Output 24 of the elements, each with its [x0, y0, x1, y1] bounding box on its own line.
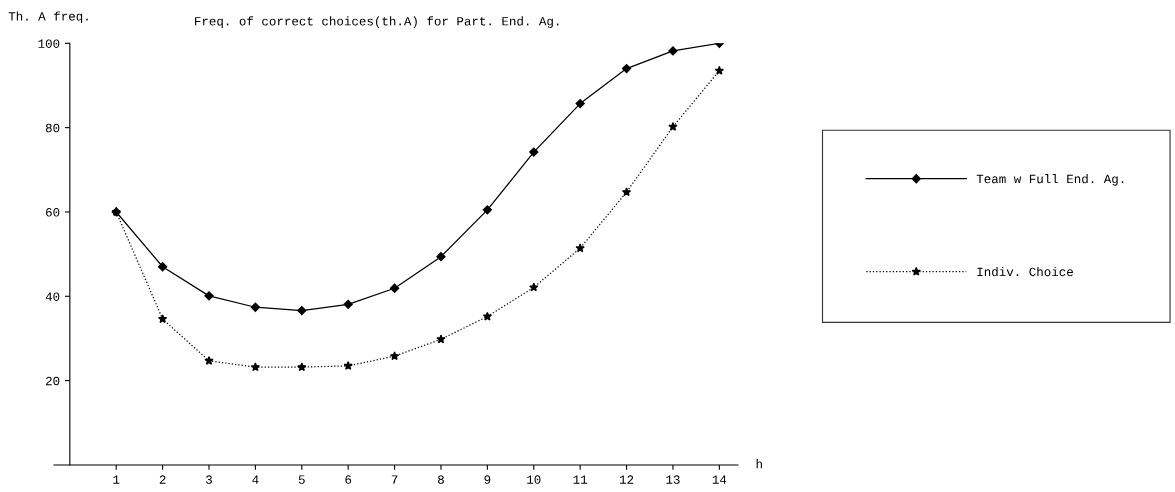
- chart-title: Freq. of correct choices(th.A) for Part. End. Ag.: [195, 16, 559, 28]
- y-tick-label: 60: [46, 208, 60, 217]
- text: Team w Full End. Ag.: [976, 174, 1124, 186]
- x-tick-label: 12: [619, 475, 634, 484]
- y-axis-title: Th. A freq.: [8, 11, 88, 24]
- y-tick-label: 20: [45, 376, 60, 386]
- x-tick-label: 9: [484, 475, 491, 484]
- x-tick-label: 7: [391, 475, 398, 484]
- y-tick-label: 100: [38, 39, 60, 48]
- x-tick-label: 3: [206, 475, 212, 484]
- text: Indiv. Choice: [977, 266, 1073, 277]
- x-tick-label: 1: [113, 475, 120, 484]
- x-tick-label: 14: [712, 475, 727, 484]
- x-tick-label: 2: [159, 475, 166, 484]
- x-axis-title: h: [756, 459, 762, 469]
- y-tick-label: 40: [45, 292, 60, 301]
- x-tick-label: 5: [298, 475, 305, 484]
- x-tick-label: 13: [666, 475, 680, 484]
- x-tick-label: 11: [573, 475, 588, 484]
- x-tick-label: 8: [438, 475, 444, 484]
- y-tick-label: 80: [45, 123, 60, 133]
- x-tick-label: 6: [345, 475, 352, 484]
- x-tick-label: 4: [252, 475, 259, 484]
- x-tick-label: 10: [527, 475, 541, 484]
